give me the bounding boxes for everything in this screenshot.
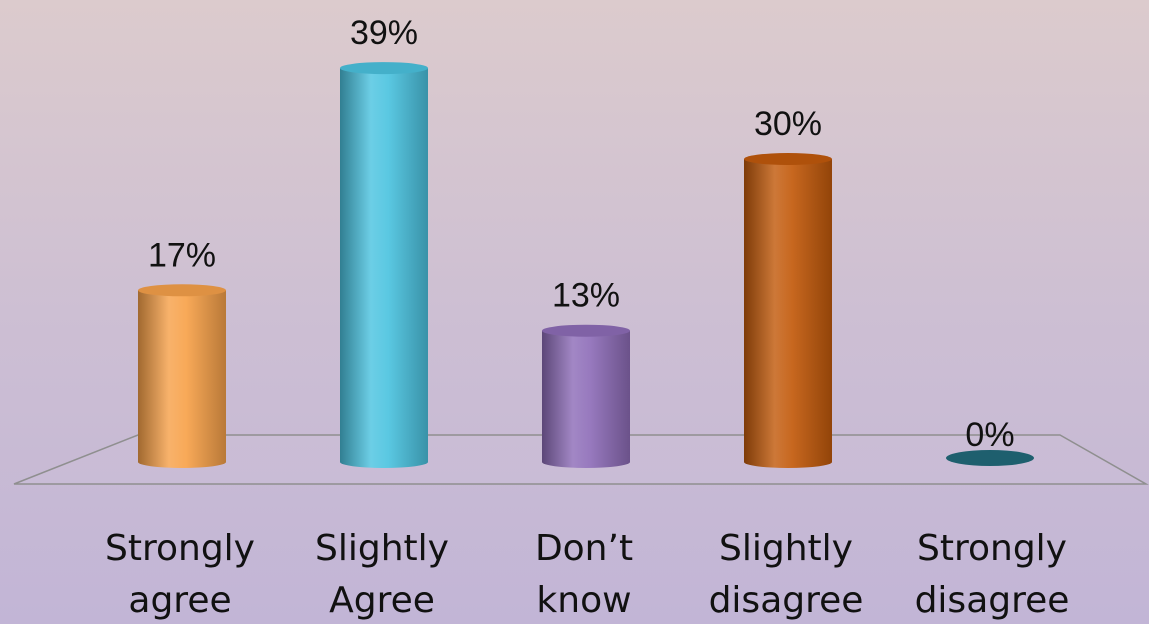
value-label-don-t-know: 13%: [552, 277, 620, 315]
category-label-strongly-disagree-line-2: disagree: [915, 580, 1070, 621]
category-labels: Strongly agree Slightly Agree Don’t know Sligh…: [105, 528, 1069, 621]
bar-slightly-disagree: [744, 159, 832, 468]
bar-top-slightly-disagree: [744, 153, 832, 165]
bars: [138, 62, 1034, 468]
bar-top-strongly-agree: [138, 284, 226, 297]
value-label-slightly-agree: 39%: [350, 14, 418, 52]
bar-top-slightly-agree: [340, 62, 428, 75]
bar-top-don-t-know: [542, 324, 630, 337]
category-label-don-t-know-line-2: know: [536, 580, 631, 621]
category-label-strongly-agree-line-1: Strongly: [105, 528, 255, 569]
category-label-strongly-agree-line-2: agree: [128, 580, 231, 621]
category-label-don-t-know-line-1: Don’t: [535, 528, 633, 569]
value-label-strongly-agree: 17%: [148, 236, 216, 274]
category-label-slightly-agree-line-1: Slightly: [315, 528, 449, 569]
value-label-slightly-disagree: 30%: [754, 105, 822, 143]
bar-slightly-agree: [340, 68, 428, 468]
category-label-slightly-disagree-line-2: disagree: [709, 580, 864, 621]
category-label-slightly-agree-line-2: Agree: [329, 580, 435, 621]
bar-strongly-agree: [138, 290, 226, 468]
value-label-strongly-disagree: 0%: [965, 416, 1014, 454]
bar-strongly-disagree: [946, 450, 1034, 466]
category-label-strongly-disagree-line-1: Strongly: [917, 528, 1067, 569]
bar-don-t-know: [542, 330, 630, 468]
category-label-slightly-disagree-line-1: Slightly: [719, 528, 853, 569]
value-labels: 17% 39% 13% 30% 0%: [148, 14, 1015, 454]
